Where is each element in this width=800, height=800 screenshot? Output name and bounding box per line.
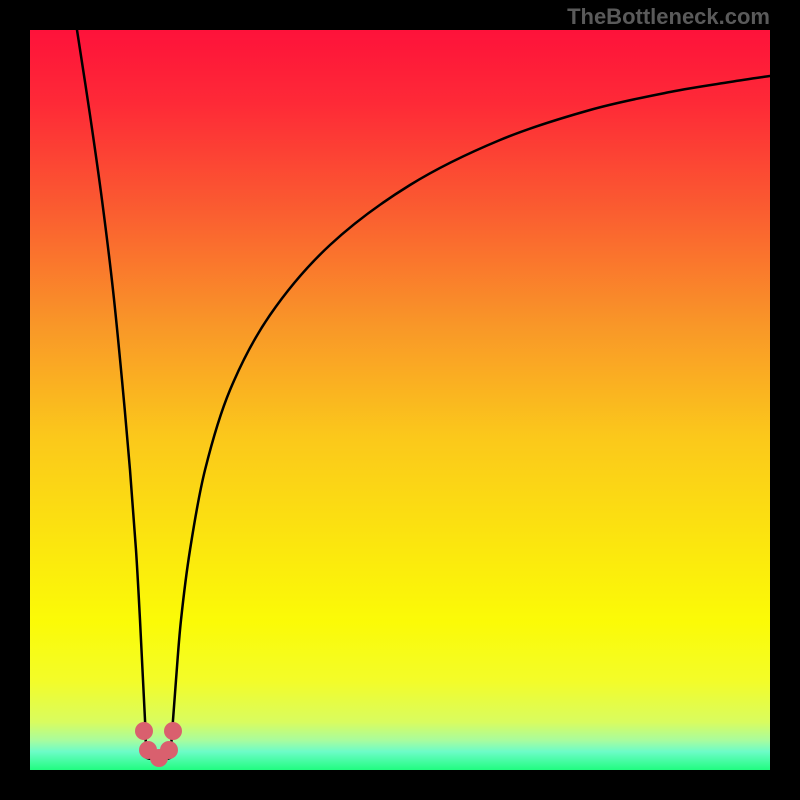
dip-marker [160,741,178,759]
dip-marker [164,722,182,740]
chart-container: TheBottleneck.com [0,0,800,800]
dip-marker [135,722,153,740]
bottleneck-chart [0,0,800,800]
watermark-text: TheBottleneck.com [567,4,770,30]
